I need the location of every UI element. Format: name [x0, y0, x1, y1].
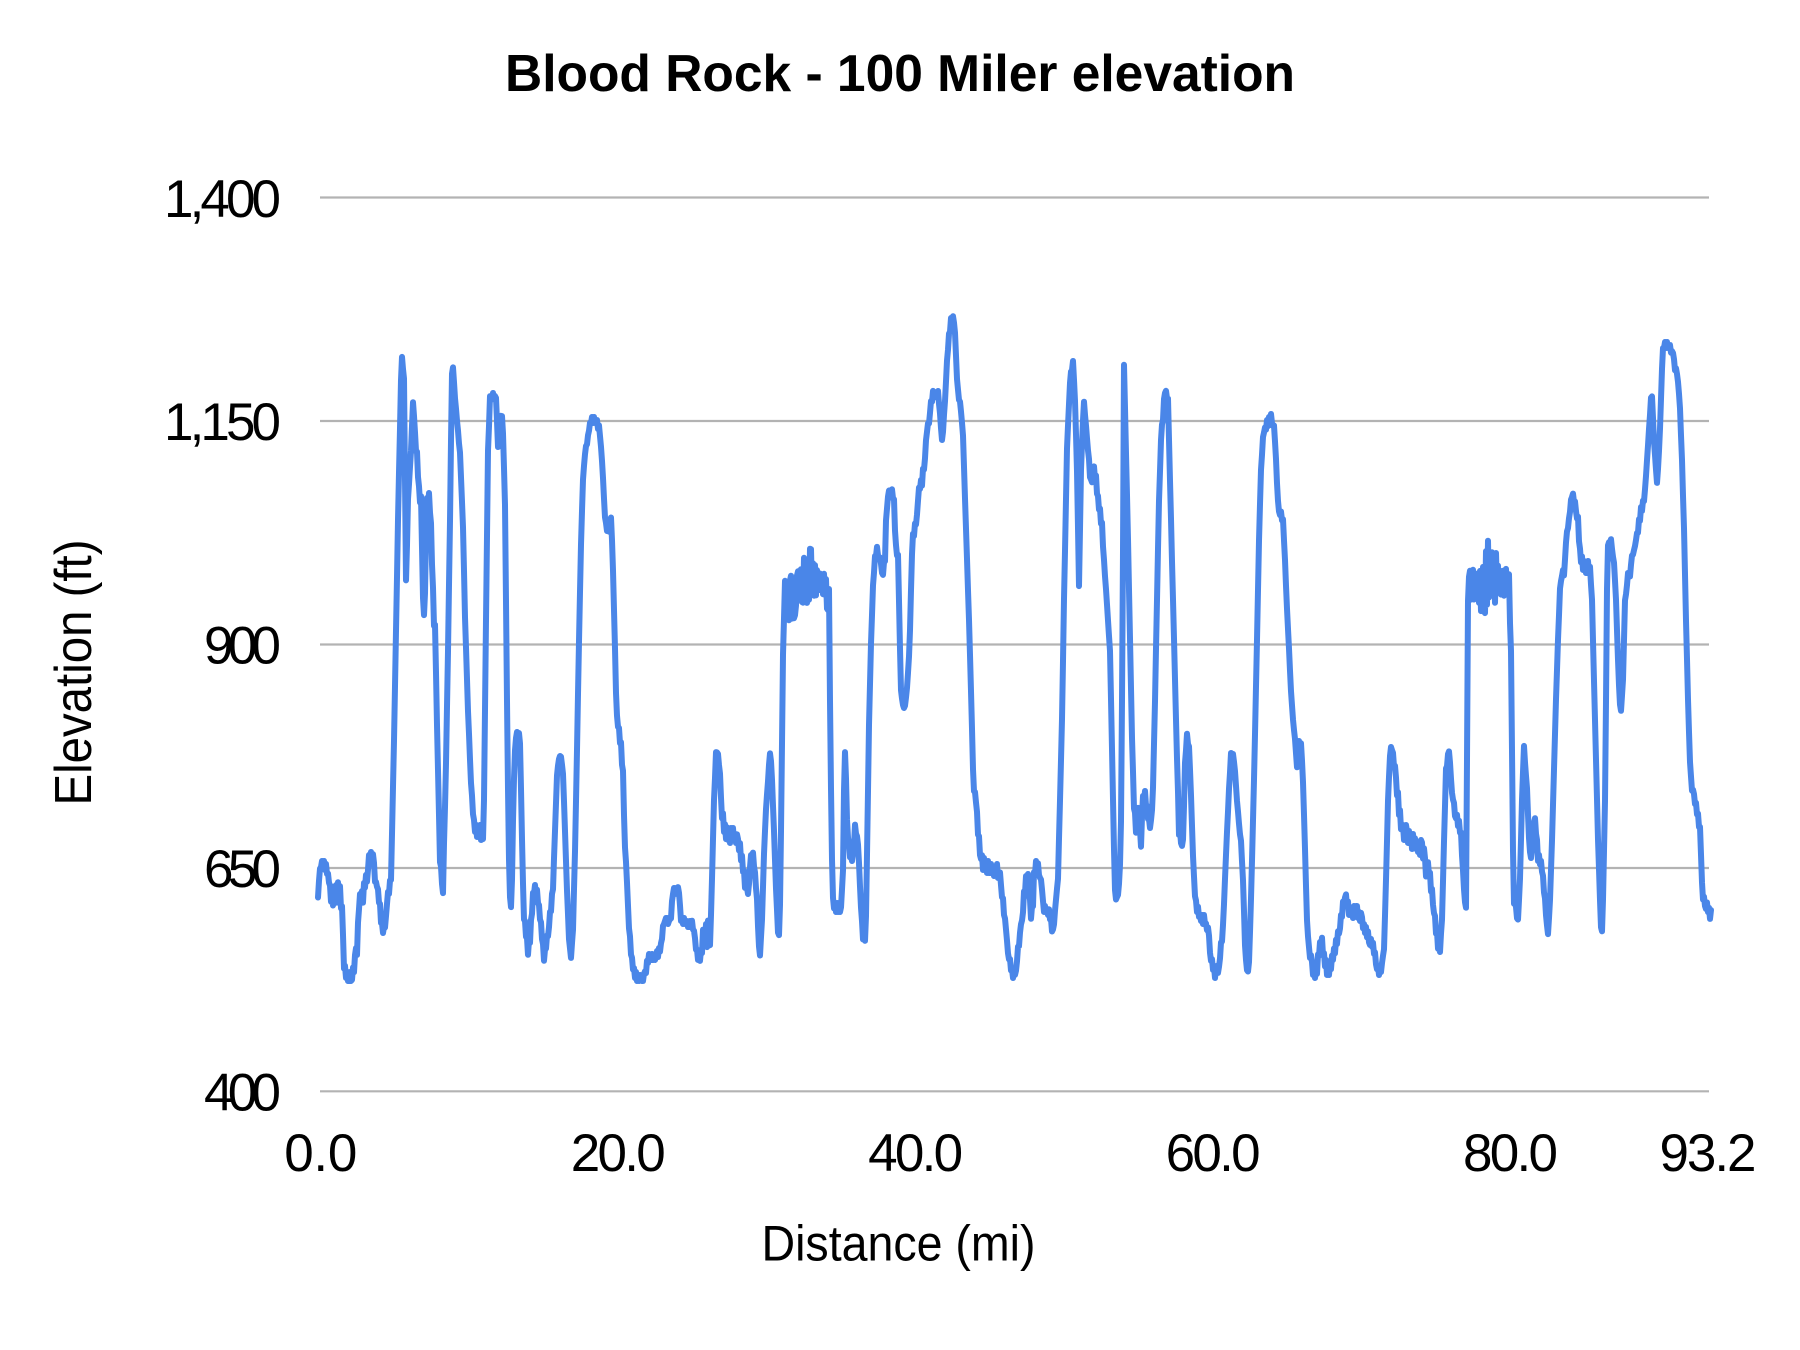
svg-text:Elevation (ft): Elevation (ft) [45, 540, 103, 806]
svg-text:400: 400 [204, 1063, 281, 1122]
svg-text:60.0: 60.0 [1166, 1124, 1261, 1183]
svg-text:650: 650 [204, 840, 281, 899]
svg-text:80.0: 80.0 [1463, 1124, 1558, 1183]
svg-text:0.0: 0.0 [284, 1124, 357, 1183]
svg-text:1,150: 1,150 [164, 393, 281, 452]
svg-text:Distance (mi): Distance (mi) [762, 1216, 1036, 1272]
svg-text:93.2: 93.2 [1660, 1124, 1757, 1183]
svg-text:Blood Rock - 100 Miler elevati: Blood Rock - 100 Miler elevation [505, 45, 1295, 103]
svg-text:900: 900 [204, 617, 281, 676]
svg-text:40.0: 40.0 [868, 1124, 963, 1183]
svg-text:20.0: 20.0 [571, 1124, 666, 1183]
svg-text:1,400: 1,400 [164, 170, 281, 229]
